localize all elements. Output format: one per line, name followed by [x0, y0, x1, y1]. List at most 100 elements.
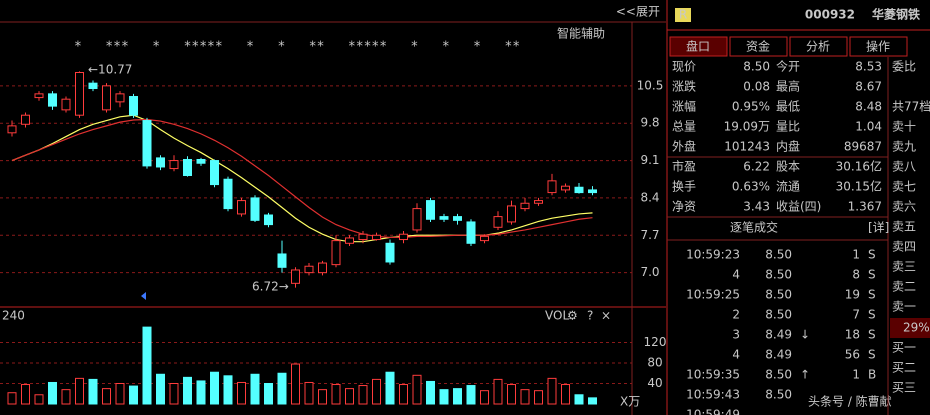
candle-body [507, 205, 516, 223]
volume-bar [439, 389, 449, 405]
quote-label: 量比 [776, 120, 800, 134]
tab-label[interactable]: 操作 [866, 39, 890, 54]
quote-label: 收益(四) [776, 200, 821, 214]
marker [141, 292, 146, 300]
trades-title: 逐笔成交 [730, 220, 778, 235]
trade-time: 2 [732, 308, 740, 322]
trade-price: 8.50 [765, 368, 792, 382]
volume-bar [264, 383, 273, 405]
volume-bar [574, 394, 584, 405]
candle-body [358, 233, 368, 241]
trade-price: 8.50 [765, 308, 792, 322]
tab[interactable] [849, 36, 908, 57]
candle-body [142, 120, 152, 167]
trade-time: 3 [732, 328, 740, 342]
trade-time: 10:59:49 [686, 408, 740, 415]
trade-time: 4 [732, 268, 740, 282]
help-icon[interactable]: ? [587, 309, 593, 323]
candle-body [547, 180, 557, 194]
quote-label: 换手 [672, 180, 696, 194]
volume-bar [561, 384, 570, 405]
candle-body [345, 237, 354, 244]
quote-label: 涨幅 [672, 99, 696, 114]
tab-label[interactable]: 盘口 [686, 39, 710, 54]
volume-bar [277, 372, 287, 405]
volume-bar [480, 390, 489, 405]
volume-bar [115, 383, 125, 405]
tab[interactable] [789, 36, 848, 57]
candle-body [480, 235, 489, 242]
assist-label[interactable]: 智能辅助 [557, 26, 605, 41]
volume-bar [466, 385, 476, 405]
vol-unit: X万 [620, 395, 640, 409]
quote-label: 今开 [776, 59, 800, 74]
candle-body [561, 185, 570, 191]
candle-body [169, 160, 179, 170]
candle-body [520, 202, 530, 210]
y-tick-label: 120 [644, 335, 667, 349]
quote-panel: R 000932 华菱钢铁 逐笔成交 [详] [667, 7, 930, 415]
quote-value: 8.67 [855, 80, 882, 94]
volume-bar [412, 374, 422, 405]
stock-code: 000932 [805, 8, 855, 22]
trades-detail[interactable]: [详] [868, 220, 889, 235]
badge [675, 8, 691, 22]
volume-bar [48, 381, 57, 405]
candle-body [48, 93, 57, 107]
candle-body [534, 200, 543, 204]
volume-bar [493, 378, 503, 405]
sell-level: 卖五 [892, 220, 916, 234]
trade-price: 8.50 [765, 288, 792, 302]
depth-ratio-label: 委比 [892, 60, 916, 74]
volume-bar [291, 363, 300, 405]
quote-value: 30.15亿 [836, 179, 882, 194]
y-tick-label: 7.7 [640, 228, 659, 242]
candle-body [210, 160, 219, 186]
quote-value: 8.53 [855, 60, 882, 74]
sell-level: 卖二 [892, 280, 916, 294]
sell-level: 卖三 [892, 260, 916, 274]
tab[interactable] [669, 36, 728, 57]
tab[interactable] [729, 36, 788, 57]
quote-value: 3.43 [743, 200, 770, 214]
trade-price: 8.50 [765, 248, 792, 262]
candle-body [75, 72, 84, 116]
settings-icon[interactable]: ⚙ [567, 309, 578, 323]
trade-volume: 56 [845, 348, 860, 362]
candle-body [250, 197, 260, 221]
trade-time: 10:59:25 [686, 288, 740, 302]
volume-bar [534, 390, 543, 405]
tab-label[interactable]: 资金 [746, 39, 770, 54]
volume-bar [358, 385, 368, 405]
close-icon[interactable]: × [601, 309, 611, 323]
volume-bar [331, 384, 341, 405]
candle-body [399, 233, 408, 241]
buy-level: 买一 [892, 341, 916, 355]
ma-line [11, 114, 593, 243]
quote-label: 市盈 [672, 159, 696, 174]
candle-body [385, 242, 395, 263]
quote-label: 最低 [776, 100, 800, 114]
volume-bar [183, 376, 192, 405]
volume-bar [385, 371, 395, 405]
sell-level: 卖九 [892, 140, 916, 154]
quote-label: 净资 [672, 200, 696, 214]
trade-side: S [868, 288, 876, 302]
candle-body [277, 253, 287, 268]
candle-body [372, 234, 381, 241]
volume-bar [304, 381, 314, 405]
volume-bar [520, 389, 530, 405]
quote-value: 1.04 [855, 120, 882, 134]
expand-button[interactable]: <<展开 [616, 5, 660, 19]
quote-value: 6.22 [743, 160, 770, 174]
volume-bar [507, 384, 516, 405]
y-tick-label: 10.5 [637, 78, 664, 92]
volume-bar [426, 380, 435, 405]
trade-time: 10:59:35 [686, 368, 740, 382]
candle-body [156, 157, 165, 168]
quote-value: 101243 [724, 140, 770, 154]
y-tick-label: 7.0 [640, 265, 659, 279]
candle-body [304, 265, 314, 274]
tab-label[interactable]: 分析 [806, 40, 830, 54]
quote-value: 0.08 [743, 80, 770, 94]
